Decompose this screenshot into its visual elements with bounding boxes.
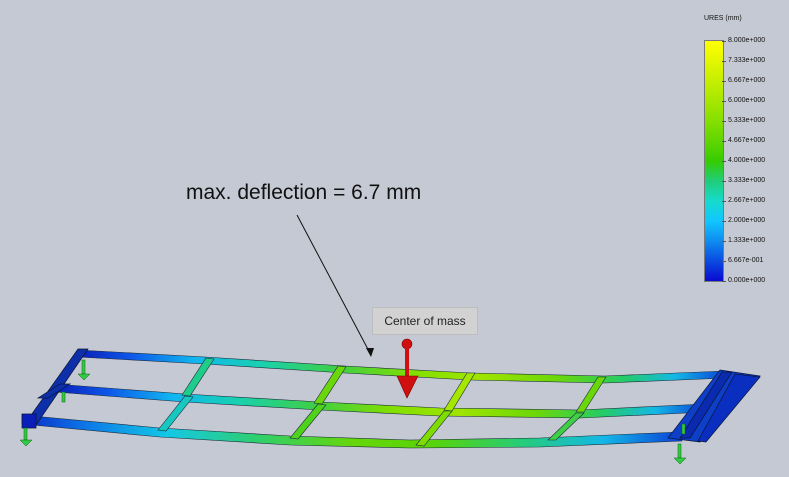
legend-value-label: 2.667e+000 [728,197,766,204]
legend-value-label: 6.667e-001 [728,257,764,264]
right-end-frame [667,369,761,443]
legend-tick [722,221,726,222]
legend-segment [705,201,723,221]
legend-value-label: 8.000e+000 [728,37,766,44]
center-of-mass-arrow[interactable] [396,338,419,399]
annotation-leader-line [296,214,372,356]
legend-color-bar [704,40,724,282]
legend-value-label: 6.000e+000 [728,97,766,104]
legend-value-label: 4.667e+000 [728,137,766,144]
legend-tick [722,281,726,282]
middle-rail [54,383,708,419]
legend-segment [705,61,723,81]
legend-segment [705,101,723,121]
legend-value-label: 4.000e+000 [728,157,766,164]
legend-tick [722,201,726,202]
legend-segment [705,41,723,61]
center-of-mass-label: Center of mass [372,307,478,335]
legend-tick [722,161,726,162]
legend-tick [722,261,726,262]
legend-segment [705,81,723,101]
legend-value-label: 5.333e+000 [728,117,766,124]
legend-tick [722,121,726,122]
legend-tick [722,181,726,182]
legend-tick [722,141,726,142]
legend-segment [705,121,723,141]
left-end-frame [21,348,89,429]
legend-segment [705,261,723,281]
max-deflection-annotation: max. deflection = 6.7 mm [186,181,422,204]
front-rail [21,414,683,449]
legend-value-label: 3.333e+000 [728,177,766,184]
legend-value-label: 6.667e+000 [728,77,766,84]
cross-members [157,357,607,447]
legend-tick [722,101,726,102]
legend-tick [722,41,726,42]
legend-value-label: 0.000e+000 [728,277,766,284]
legend-segment [705,241,723,261]
legend-segment [705,161,723,181]
annotation-arrowhead [366,348,374,357]
legend-tick [722,81,726,82]
legend-segment [705,221,723,241]
legend-value-label: 7.333e+000 [728,57,766,64]
legend-title: URES (mm) [704,15,742,22]
legend-tick [722,241,726,242]
legend-segment [705,141,723,161]
legend-value-label: 2.000e+000 [728,217,766,224]
legend-value-label: 1.333e+000 [728,237,766,244]
legend-tick [722,61,726,62]
fixed-supports [19,359,687,465]
legend-segment [705,181,723,201]
